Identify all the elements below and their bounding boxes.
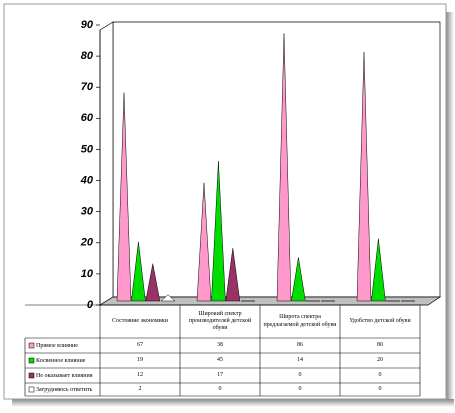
table-value: 19 [137, 356, 143, 363]
cone [196, 182, 212, 302]
table-value: 0 [298, 371, 302, 378]
cone [160, 294, 176, 302]
x-tick-label-box: Широкий спектр производителей детской об… [188, 310, 252, 332]
table-value: 0 [378, 385, 382, 392]
legend-label: Косвенное влияние [36, 357, 86, 364]
table-value: 38 [217, 341, 223, 348]
cone [356, 52, 372, 302]
legend-label-box: Косвенное влияние [36, 357, 86, 364]
y-tick-label: 50 [81, 143, 94, 155]
y-tick-label: 60 [81, 112, 94, 124]
y-tick-label: 40 [80, 174, 94, 186]
table-value: 0 [298, 385, 302, 392]
table-value: 0 [378, 371, 382, 378]
table-value-box: 0 [378, 385, 382, 392]
table-value-box: 45 [217, 356, 223, 363]
table-value: 2 [138, 385, 142, 392]
cone [211, 160, 226, 302]
cone [276, 33, 292, 302]
table-value-box: 86 [297, 341, 303, 348]
legend-label: Затрудняюсь ответить [36, 386, 93, 393]
legend-label-box: Не оказывает влияния [36, 372, 93, 379]
x-tick-label: Широта спектра предлагаемой детской обув… [263, 314, 337, 328]
legend-key [28, 372, 35, 379]
table-value-box: 2 [138, 385, 142, 392]
x-tick-label-box: Широта спектра предлагаемой детской обув… [263, 314, 337, 328]
y-tick-label: 30 [81, 206, 94, 218]
y-tick-label: 70 [81, 81, 94, 93]
table-value-box: 67 [137, 341, 143, 348]
x-tick-label-box: Удобство детской обуви [349, 317, 411, 324]
table-value: 0 [218, 385, 222, 392]
cone [371, 238, 386, 302]
legend-label-box: Затрудняюсь ответить [36, 386, 93, 393]
table-value-box: 17 [217, 371, 223, 378]
table-value: 14 [297, 356, 303, 363]
data-table: Состояние экономики Широкий спектр произв… [24, 304, 421, 397]
table-value-box: 0 [298, 371, 302, 378]
y-tick-label: 80 [81, 50, 94, 62]
cone [145, 263, 161, 302]
table-value-box: 0 [218, 385, 222, 392]
x-tick-label: Удобство детской обуви [349, 317, 411, 324]
table-value: 17 [217, 371, 223, 378]
legend-label: Прямое влияние [36, 342, 78, 349]
legend-key [28, 386, 35, 393]
cone [131, 241, 146, 302]
cone [116, 92, 132, 302]
legend-label-box: Прямое влияние [36, 342, 78, 349]
table-value-box: 0 [378, 371, 382, 378]
table-value-box: 20 [377, 356, 383, 363]
side-wall [99, 21, 114, 306]
table-value-box: 0 [298, 385, 302, 392]
back-wall [112, 21, 441, 298]
table-value-box: 12 [137, 371, 143, 378]
table-value: 45 [217, 356, 223, 363]
table-value: 86 [297, 341, 303, 348]
y-tick-label: 90 [81, 19, 94, 31]
y-tick-label: 10 [81, 268, 94, 280]
table-value-box: 38 [217, 341, 223, 348]
legend-key [28, 342, 35, 349]
cone [225, 248, 241, 302]
table-value: 20 [377, 356, 383, 363]
y-tick-label: 20 [80, 237, 94, 249]
shadow [446, 12, 454, 404]
legend-label: Не оказывает влияния [36, 372, 93, 379]
x-tick-label: Состояние экономики [111, 317, 168, 324]
legend-key [28, 357, 35, 364]
table-value-box: 80 [377, 341, 383, 348]
table-value: 67 [137, 341, 143, 348]
x-tick-label: Широкий спектр производителей детской об… [188, 310, 252, 332]
table-value-box: 19 [137, 356, 143, 363]
table-value: 12 [137, 371, 143, 378]
shadow [12, 399, 454, 407]
table-value: 80 [377, 341, 383, 348]
table-value-box: 14 [297, 356, 303, 363]
x-tick-label-box: Состояние экономики [111, 317, 168, 324]
cone [291, 257, 306, 302]
